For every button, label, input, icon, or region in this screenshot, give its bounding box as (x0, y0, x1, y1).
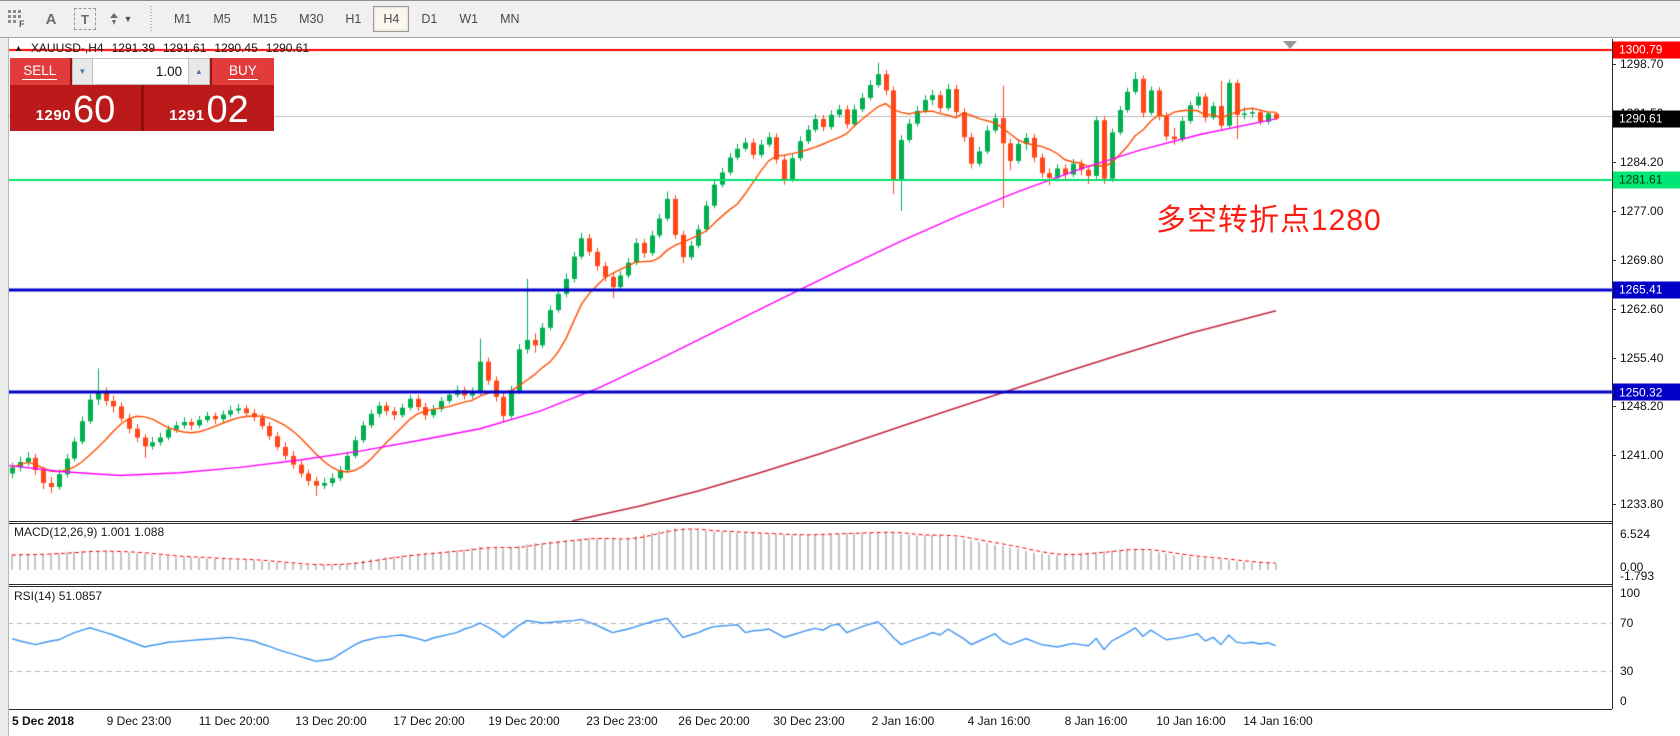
price-axis-border (1612, 39, 1613, 709)
price-axis-tick (1612, 259, 1616, 261)
ohlc-low: 1290.45 (214, 41, 258, 55)
bid-price-small: 1290 (35, 107, 72, 124)
toolbar: F A T ▼ M1 M5 M15 M30 H1 H4 D1 W1 MN (0, 1, 1680, 38)
buy-price-button[interactable]: 1291 02 (144, 85, 274, 131)
price-axis-label: 1298.70 (1620, 57, 1664, 71)
price-badge-1265.41: 1265.41 (1613, 281, 1680, 299)
timeframe-button-m5[interactable]: M5 (213, 12, 231, 26)
price-axis-label: 1269.80 (1620, 252, 1664, 267)
time-axis-label: 26 Dec 20:00 (678, 714, 750, 728)
price-axis-tick (1612, 211, 1616, 213)
time-axis-label: 11 Dec 20:00 (198, 714, 270, 728)
macd-axis-label: 6.524 (1620, 527, 1651, 541)
panel-separator (8, 523, 1612, 524)
toolbar-drag-handle[interactable] (150, 6, 155, 32)
time-axis-label: 17 Dec 20:00 (393, 714, 465, 728)
macd-main-value: 1.001 (100, 525, 131, 539)
sell-button[interactable]: SELL (10, 58, 72, 85)
svg-text:F: F (19, 19, 25, 28)
price-axis-label: 1248.20 (1620, 399, 1664, 414)
rsi-axis-label: 100 (1620, 586, 1641, 600)
timeframe-button-d1[interactable]: D1 (421, 12, 438, 26)
window-left-edge (0, 38, 9, 736)
time-axis-label: 9 Dec 23:00 (106, 714, 172, 728)
timeframe-button-h4[interactable]: H4 (373, 6, 410, 32)
panel-separator[interactable] (8, 521, 1612, 522)
price-axis-tick (1612, 162, 1616, 164)
ask-price-small: 1291 (169, 107, 205, 124)
volume-input[interactable] (93, 58, 189, 85)
time-axis-label: 23 Dec 23:00 (586, 714, 658, 728)
timeframe-group: M1 M5 M15 M30 H1 H4 D1 W1 MN (163, 6, 531, 32)
price-axis-tick (1612, 308, 1616, 310)
price-axis-label: 1277.00 (1620, 204, 1664, 219)
ohlc-high: 1291.61 (163, 41, 207, 55)
macd-axis-label: 0.00 (1620, 560, 1644, 574)
price-axis-tick (1612, 64, 1616, 65)
rsi-axis-label: 30 (1620, 664, 1634, 678)
time-axis-label: 13 Dec 20:00 (295, 714, 367, 728)
price-badge-1290.61: 1290.61 (1613, 110, 1680, 128)
price-axis-label: 1233.80 (1620, 497, 1664, 511)
sell-price-button[interactable]: 1290 60 (10, 85, 144, 131)
time-axis-label: 2 Jan 16:00 (871, 714, 935, 728)
price-badge-1281.61: 1281.61 (1613, 171, 1680, 189)
price-axis-tick (1612, 504, 1616, 505)
timeframe-button-w1[interactable]: W1 (459, 12, 479, 26)
timeframe-button-h1[interactable]: H1 (345, 12, 362, 26)
volume-decrease-button[interactable]: ▼ (71, 58, 94, 85)
rsi-header: RSI(14) 51.0857 (14, 589, 103, 603)
time-axis-label: 14 Jan 16:00 (1243, 714, 1313, 728)
timeframe-button-m30[interactable]: M30 (299, 12, 324, 26)
one-click-trading-panel: SELL ▼ ▲ BUY 1290 60 1291 02 (10, 58, 275, 131)
timeframe-button-m1[interactable]: M1 (174, 12, 192, 26)
buy-button[interactable]: BUY (209, 58, 275, 85)
time-axis-border (8, 709, 1612, 710)
price-axis-tick (1612, 357, 1616, 359)
price-axis-label: 1241.00 (1620, 448, 1664, 463)
timeframe-button-mn[interactable]: MN (500, 12, 520, 26)
time-axis-label: 5 Dec 2018 (11, 714, 75, 728)
collapse-trade-panel-icon[interactable]: ▲ (14, 43, 23, 53)
macd-header: MACD(12,26,9) 1.001 1.088 (14, 525, 165, 539)
time-axis-label: 8 Jan 16:00 (1064, 714, 1128, 728)
macd-axis-label: -1.793 (1620, 569, 1655, 583)
text-label-icon[interactable]: A (45, 10, 57, 28)
chart-header: ▲ XAUUSD-,H4 1291.39 1291.61 1290.45 129… (14, 41, 309, 55)
panel-separator[interactable] (8, 584, 1612, 585)
timeframe-button-m15[interactable]: M15 (252, 12, 278, 26)
ohlc-close: 1290.61 (265, 41, 310, 55)
macd-signal-value: 1.088 (134, 525, 165, 539)
chart-text-annotation: 多空转折点1280 (1156, 204, 1382, 237)
price-axis-label: 1262.60 (1620, 301, 1664, 316)
time-axis-label: 30 Dec 23:00 (773, 714, 845, 728)
rsi-value: 51.0857 (58, 589, 103, 603)
price-axis-label: 1255.40 (1620, 350, 1664, 365)
chart-shift-marker-icon[interactable] (1283, 41, 1297, 49)
rsi-axis-label: 0 (1620, 694, 1627, 708)
rsi-axis-label: 70 (1620, 616, 1634, 630)
time-axis-label: 10 Jan 16:00 (1156, 714, 1226, 728)
bid-price-big: 60 (73, 89, 116, 131)
price-badge-1300.79: 1300.79 (1613, 41, 1680, 59)
indicators-grid-icon[interactable]: F (2, 5, 32, 33)
time-axis-label: 19 Dec 20:00 (488, 714, 560, 728)
volume-increase-button[interactable]: ▲ (188, 58, 210, 85)
price-badge-1250.32: 1250.32 (1613, 383, 1680, 401)
panel-separator (8, 586, 1612, 587)
chevron-down-icon: ▼ (123, 14, 133, 24)
price-axis-tick (1612, 455, 1616, 457)
ask-price-big: 02 (206, 89, 249, 131)
symbol-label: XAUUSD-,H4 (30, 41, 104, 55)
price-axis-tick (1612, 406, 1616, 408)
text-box-icon[interactable]: T (70, 5, 100, 33)
time-axis-label: 4 Jan 16:00 (967, 714, 1031, 728)
ohlc-open: 1291.39 (111, 41, 155, 55)
arrows-icon[interactable]: ▼ (104, 5, 134, 33)
price-axis-label: 1284.20 (1620, 155, 1664, 170)
